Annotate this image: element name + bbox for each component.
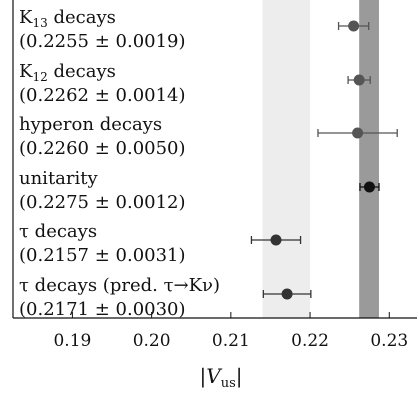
labels-layer: K13 decays(0.2255 ± 0.0019)K12 decays(0.… <box>19 7 220 320</box>
row-label-main: K <box>19 7 33 28</box>
data-point <box>353 74 365 86</box>
data-point <box>363 181 375 193</box>
x-axis-label-subscript: us <box>221 376 236 391</box>
row-label-main: hyperon decays <box>19 114 162 135</box>
x-tick-label: 0.20 <box>133 331 171 351</box>
row-label-subscript: 12 <box>32 70 47 84</box>
data-point <box>348 20 360 32</box>
x-tick-label: 0.21 <box>212 331 250 351</box>
row-label-rest: decays <box>48 61 116 82</box>
band-light <box>262 0 311 318</box>
row-label: τ decays (pred. τ→Kν) <box>19 275 220 296</box>
x-axis-label: |Vus| <box>200 364 243 391</box>
data-point <box>270 234 282 246</box>
row-label-main: τ decays (pred. τ→Kν) <box>19 275 220 296</box>
x-tick-label: 0.22 <box>291 331 329 351</box>
row-label-main: K <box>19 61 33 82</box>
data-point <box>352 127 364 139</box>
row-label-main: unitarity <box>19 168 99 189</box>
x-axis-label-main: V <box>206 364 223 388</box>
x-tick-label: 0.23 <box>370 331 408 351</box>
row-label-rest: decays <box>48 7 116 28</box>
row-value: (0.2262 ± 0.0014) <box>19 85 186 106</box>
row-value: (0.2255 ± 0.0019) <box>19 31 186 52</box>
row-value: (0.2275 ± 0.0012) <box>19 192 186 213</box>
x-tick-label: 0.19 <box>53 331 91 351</box>
row-label-subscript: 13 <box>32 16 47 30</box>
row-label: K12 decays <box>19 61 116 84</box>
band-dark <box>359 0 379 318</box>
row-value: (0.2157 ± 0.0031) <box>19 245 186 266</box>
row-label: unitarity <box>19 168 99 189</box>
bands-layer <box>262 0 379 318</box>
row-label-main: τ decays <box>19 221 97 242</box>
x-axis: 0.19 0.20 0.21 0.22 0.23 <box>12 0 417 351</box>
row-label: K13 decays <box>19 7 116 30</box>
points-layer <box>250 20 398 300</box>
row-value: (0.2171 ± 0.0030) <box>19 299 186 320</box>
row-label: hyperon decays <box>19 114 162 135</box>
row-value: (0.2260 ± 0.0050) <box>19 138 186 159</box>
data-point <box>281 288 293 300</box>
row-label: τ decays <box>19 221 97 242</box>
